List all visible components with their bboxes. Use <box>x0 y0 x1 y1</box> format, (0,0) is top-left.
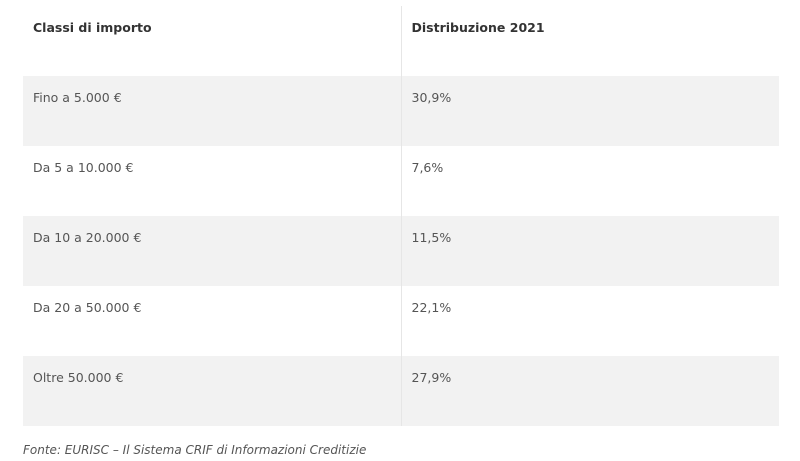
table-row: Da 20 a 50.000 € 22,1% <box>23 286 779 356</box>
source-note: Fonte: EURISC – Il Sistema CRIF di Infor… <box>23 443 367 457</box>
amount-class-cell: Da 10 a 20.000 € <box>23 216 402 286</box>
amount-class-cell: Da 20 a 50.000 € <box>23 286 402 356</box>
amount-class-cell: Oltre 50.000 € <box>23 356 402 426</box>
table-row: Oltre 50.000 € 27,9% <box>23 356 779 426</box>
table-header: Classi di importo Distribuzione 2021 <box>23 6 779 76</box>
distribution-cell: 27,9% <box>401 356 779 426</box>
table-row: Fino a 5.000 € 30,9% <box>23 76 779 146</box>
header-row: Classi di importo Distribuzione 2021 <box>23 6 779 76</box>
table-row: Da 5 a 10.000 € 7,6% <box>23 146 779 216</box>
distribution-cell: 11,5% <box>401 216 779 286</box>
header-distribution-2021: Distribuzione 2021 <box>411 20 545 35</box>
distribution-cell: 7,6% <box>401 146 779 216</box>
distribution-cell: 30,9% <box>401 76 779 146</box>
distribution-table: Classi di importo Distribuzione 2021 Fin… <box>23 6 779 426</box>
distribution-cell: 22,1% <box>401 286 779 356</box>
amount-class-cell: Fino a 5.000 € <box>23 76 402 146</box>
amount-class-cell: Da 5 a 10.000 € <box>23 146 402 216</box>
header-amount-class: Classi di importo <box>23 6 402 76</box>
table-body: Fino a 5.000 € 30,9% Da 5 a 10.000 € 7,6… <box>23 76 779 426</box>
table-row: Da 10 a 20.000 € 11,5% <box>23 216 779 286</box>
